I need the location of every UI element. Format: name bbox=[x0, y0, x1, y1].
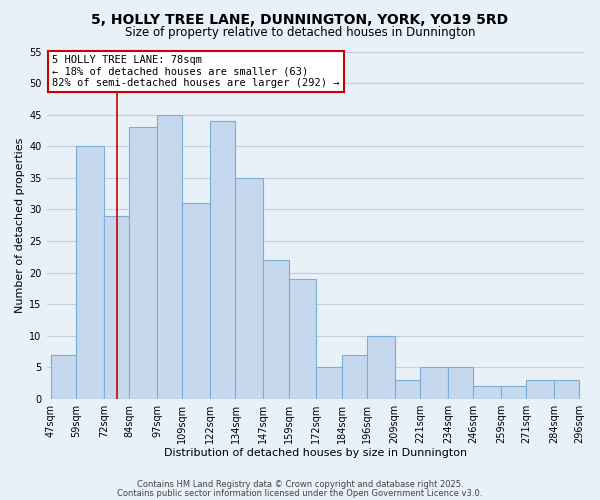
Bar bbox=[263, 260, 289, 399]
Bar bbox=[316, 368, 341, 399]
Bar bbox=[526, 380, 554, 399]
Text: 5, HOLLY TREE LANE, DUNNINGTON, YORK, YO19 5RD: 5, HOLLY TREE LANE, DUNNINGTON, YORK, YO… bbox=[91, 12, 509, 26]
Bar bbox=[182, 203, 210, 399]
Bar bbox=[448, 368, 473, 399]
Bar bbox=[51, 355, 76, 399]
Bar bbox=[210, 121, 235, 399]
Bar bbox=[76, 146, 104, 399]
Bar bbox=[130, 128, 157, 399]
Text: Contains HM Land Registry data © Crown copyright and database right 2025.: Contains HM Land Registry data © Crown c… bbox=[137, 480, 463, 489]
Y-axis label: Number of detached properties: Number of detached properties bbox=[15, 138, 25, 313]
Bar bbox=[341, 355, 367, 399]
Bar bbox=[157, 114, 182, 399]
Bar bbox=[289, 279, 316, 399]
Bar bbox=[235, 178, 263, 399]
Bar bbox=[104, 216, 130, 399]
Bar bbox=[367, 336, 395, 399]
Bar bbox=[501, 386, 526, 399]
Bar bbox=[473, 386, 501, 399]
Bar bbox=[395, 380, 420, 399]
Text: Size of property relative to detached houses in Dunnington: Size of property relative to detached ho… bbox=[125, 26, 475, 39]
Text: 5 HOLLY TREE LANE: 78sqm
← 18% of detached houses are smaller (63)
82% of semi-d: 5 HOLLY TREE LANE: 78sqm ← 18% of detach… bbox=[52, 55, 340, 88]
Bar bbox=[554, 380, 580, 399]
Bar bbox=[420, 368, 448, 399]
X-axis label: Distribution of detached houses by size in Dunnington: Distribution of detached houses by size … bbox=[164, 448, 467, 458]
Text: Contains public sector information licensed under the Open Government Licence v3: Contains public sector information licen… bbox=[118, 488, 482, 498]
